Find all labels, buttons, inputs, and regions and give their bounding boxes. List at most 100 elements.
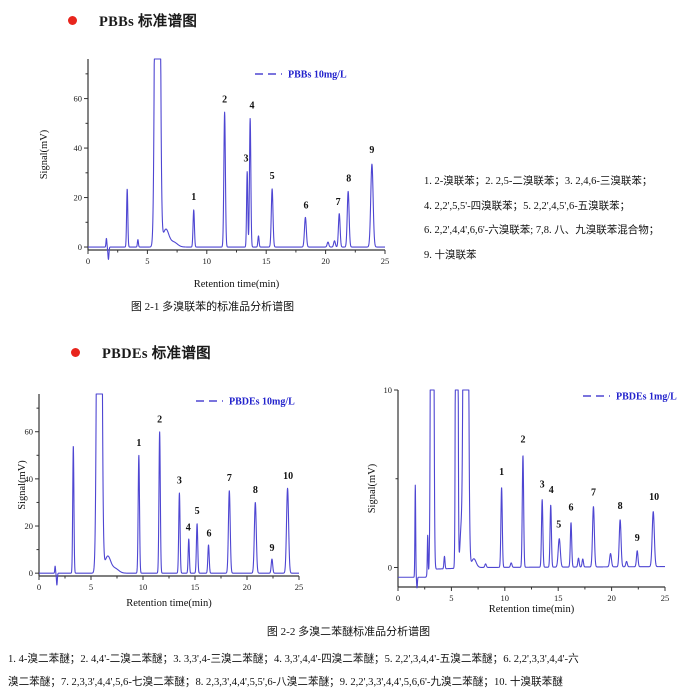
peak-label: 6 bbox=[207, 529, 212, 540]
y-tick-label: 0 bbox=[78, 242, 82, 252]
x-axis-label: Retention time(min) bbox=[489, 604, 575, 615]
x-tick-label: 20 bbox=[321, 256, 330, 266]
x-tick-label: 10 bbox=[139, 582, 148, 592]
x-tick-label: 25 bbox=[295, 582, 304, 592]
peak-label: 9 bbox=[369, 145, 374, 156]
section-pbbs-title: PBBs 标准谱图 bbox=[99, 14, 198, 30]
peak-label: 10 bbox=[649, 492, 659, 503]
y-tick-label: 0 bbox=[29, 568, 33, 578]
legend: PBDEs 1mg/L bbox=[583, 392, 677, 403]
x-tick-label: 10 bbox=[501, 593, 510, 603]
peak-label: 10 bbox=[283, 471, 293, 482]
axes bbox=[38, 394, 299, 577]
legend-label: PBDEs 1mg/L bbox=[616, 392, 677, 403]
peak-label: 5 bbox=[195, 506, 200, 517]
peak-label: 8 bbox=[618, 501, 623, 512]
ticks bbox=[35, 407, 300, 580]
pbbs-peak-list: 1. 2-溴联苯；2. 2,5-二溴联苯；3. 2,4,6-三溴联苯； 4. 2… bbox=[424, 170, 696, 268]
y-tick-label: 0 bbox=[388, 562, 392, 572]
x-tick-label: 25 bbox=[381, 256, 390, 266]
ticks bbox=[84, 73, 386, 254]
figure-2-1-caption: 图 2-1 多溴联苯的标准品分析谱图 bbox=[130, 301, 295, 313]
x-axis-label: Retention time(min) bbox=[194, 279, 280, 290]
pbbs-peak-list-line: 9. 十溴联苯 bbox=[424, 249, 477, 261]
peak-label: 6 bbox=[569, 503, 574, 514]
y-axis-label: Signal(mV) bbox=[367, 463, 378, 513]
peak-label: 8 bbox=[346, 173, 351, 184]
chromatogram-curve bbox=[38, 393, 300, 586]
peak-label: 9 bbox=[269, 543, 274, 554]
peak-label: 9 bbox=[635, 533, 640, 544]
x-tick-label: 5 bbox=[89, 582, 93, 592]
pbdes-peak-list: 1. 4-溴二苯醚；2. 4,4'-二溴二苯醚；3. 3,3',4-三溴二苯醚；… bbox=[8, 648, 694, 692]
pbbs-peak-list-line: 6. 2,2',4,4',6,6'-六溴联苯; 7,8. 八、九溴联苯混合物； bbox=[424, 225, 660, 236]
peak-label: 5 bbox=[270, 171, 275, 182]
peak-label: 3 bbox=[177, 476, 182, 487]
peak-label: 3 bbox=[244, 154, 249, 165]
peak-label: 2 bbox=[222, 94, 227, 105]
x-tick-label: 5 bbox=[449, 593, 453, 603]
x-tick-label: 25 bbox=[661, 593, 670, 603]
section-pbdes-heading: PBDEs 标准谱图 bbox=[71, 342, 211, 363]
y-tick-label: 10 bbox=[384, 385, 393, 395]
pbdes-peak-list-line: 溴二苯醚；7. 2,3,3',4,4',5,6-七溴二苯醚；8. 2,3,3',… bbox=[8, 677, 563, 688]
peak-label: 5 bbox=[556, 520, 561, 531]
x-axis-label: Retention time(min) bbox=[126, 598, 212, 609]
x-tick-label: 15 bbox=[262, 256, 271, 266]
x-tick-label: 20 bbox=[243, 582, 252, 592]
x-tick-label: 0 bbox=[86, 256, 90, 266]
peak-label: 3 bbox=[540, 480, 545, 491]
peak-label: 7 bbox=[227, 473, 232, 484]
peak-label: 2 bbox=[520, 434, 525, 445]
y-tick-label: 40 bbox=[74, 143, 83, 153]
y-tick-label: 60 bbox=[74, 94, 83, 104]
legend-label: PBBs 10mg/L bbox=[288, 70, 347, 81]
legend: PBBs 10mg/L bbox=[255, 70, 347, 81]
section-pbdes-title: PBDEs 标准谱图 bbox=[102, 346, 211, 362]
x-tick-label: 0 bbox=[37, 582, 41, 592]
peak-label: 4 bbox=[186, 523, 191, 534]
x-tick-label: 15 bbox=[191, 582, 200, 592]
y-tick-label: 60 bbox=[25, 427, 34, 437]
peak-labels: 1 2 3 4 5 6 7 8 9 bbox=[191, 94, 374, 211]
peak-label: 2 bbox=[157, 414, 162, 425]
peak-label: 8 bbox=[253, 485, 258, 496]
figure-2-2-caption: 图 2-2 多溴二苯醚标准品分析谱图 bbox=[266, 626, 431, 638]
pbbs-peak-list-line: 1. 2-溴联苯；2. 2,5-二溴联苯；3. 2,4,6-三溴联苯； bbox=[424, 176, 653, 187]
peak-label: 4 bbox=[549, 485, 554, 496]
y-axis-label: Signal(mV) bbox=[18, 460, 28, 510]
section-pbbs-heading: PBBs 标准谱图 bbox=[68, 10, 197, 31]
x-tick-label: 10 bbox=[203, 256, 212, 266]
peak-label: 1 bbox=[136, 438, 141, 449]
peak-label: 4 bbox=[249, 100, 254, 111]
x-tick-label: 20 bbox=[607, 593, 616, 603]
axes bbox=[397, 390, 665, 588]
x-tick-label: 15 bbox=[554, 593, 563, 603]
legend: PBDEs 10mg/L bbox=[196, 397, 295, 408]
axes bbox=[87, 59, 385, 251]
chromatogram-curve bbox=[397, 389, 666, 589]
y-tick-label: 20 bbox=[74, 193, 83, 203]
chromatogram-curve bbox=[87, 58, 386, 260]
peak-label: 6 bbox=[303, 201, 308, 212]
x-tick-label: 5 bbox=[145, 256, 149, 266]
y-tick-label: 40 bbox=[25, 474, 34, 484]
pbdes-peak-list-line: 1. 4-溴二苯醚；2. 4,4'-二溴二苯醚；3. 3,3',4-三溴二苯醚；… bbox=[8, 654, 579, 665]
peak-label: 7 bbox=[591, 488, 596, 499]
peak-label: 7 bbox=[336, 197, 341, 208]
legend-label: PBDEs 10mg/L bbox=[229, 397, 295, 408]
peak-labels: 1 2 3 45 6 7 8 9 10 bbox=[136, 414, 293, 553]
ticks bbox=[394, 389, 666, 591]
y-axis-label: Signal(mV) bbox=[39, 129, 50, 179]
peak-label: 1 bbox=[499, 467, 504, 478]
bullet-icon bbox=[68, 16, 77, 25]
bullet-icon bbox=[71, 348, 80, 357]
